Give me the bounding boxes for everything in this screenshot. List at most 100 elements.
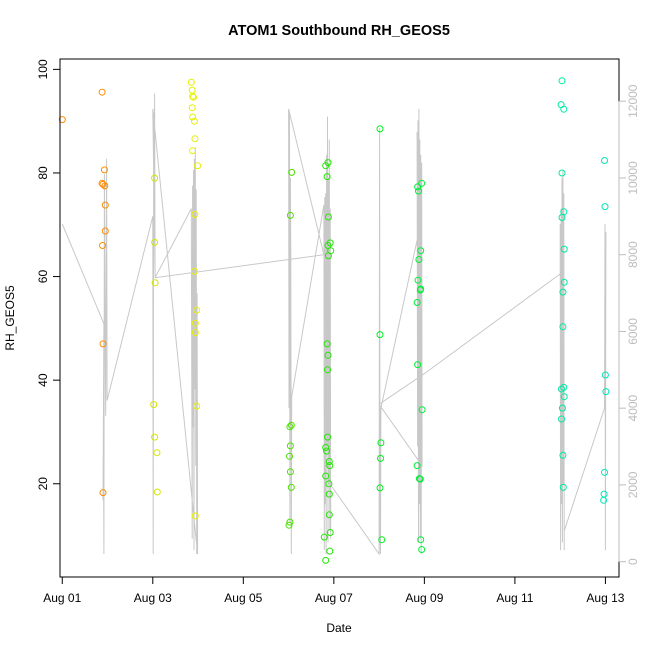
- rh-point: [99, 180, 107, 188]
- rh-point: [415, 187, 422, 195]
- rh-point: [418, 179, 426, 187]
- rh-point: [558, 404, 566, 412]
- rh-point: [325, 511, 333, 519]
- rh-point: [286, 442, 294, 450]
- rh-point: [324, 351, 332, 359]
- x-axis: Aug 01 Aug 03 Aug 05 Aug 07 Aug 09 Aug 11 Aug …: [43, 576, 625, 605]
- rh-point: [413, 299, 421, 306]
- rh-point: [287, 421, 295, 429]
- rh-point: [286, 468, 294, 476]
- rh-point: [413, 462, 421, 470]
- rh-point: [377, 454, 384, 462]
- rh-point: [326, 529, 334, 536]
- rh-point: [376, 484, 384, 492]
- rh-point: [191, 210, 199, 218]
- rh-point: [601, 203, 609, 211]
- rh-point: [322, 472, 330, 480]
- rh-point: [286, 423, 294, 431]
- y2-tick-label: 2000: [626, 471, 640, 498]
- x-tick-label: Aug 01: [43, 591, 81, 605]
- rh-point: [101, 182, 109, 190]
- rh-point: [326, 547, 334, 555]
- rh-point: [322, 444, 330, 451]
- rh-point: [416, 475, 424, 483]
- rh-point: [98, 88, 106, 96]
- rh-point: [190, 267, 198, 275]
- rh-point: [58, 116, 66, 124]
- rh-point: [414, 361, 422, 369]
- rh-point: [558, 214, 566, 221]
- rh-point: [416, 286, 424, 294]
- rh-point: [323, 447, 331, 455]
- x-tick-label: Aug 03: [134, 591, 172, 605]
- x-tick-label: Aug 09: [405, 591, 443, 605]
- altitude-series: [61, 93, 607, 556]
- rh-point: [191, 329, 199, 336]
- y2-tick-label: 6000: [626, 318, 640, 345]
- rh-point: [286, 452, 293, 460]
- rh-point: [285, 521, 293, 529]
- rh-point: [190, 117, 198, 125]
- rh-point: [191, 319, 199, 327]
- rh-point: [326, 239, 334, 247]
- rh-point: [415, 256, 423, 263]
- rh-point: [101, 201, 109, 209]
- x-axis-label: Date: [326, 621, 352, 635]
- rh-point: [323, 340, 331, 348]
- rh-point: [323, 173, 331, 181]
- rh-point: [101, 227, 109, 235]
- rh-point: [417, 536, 425, 544]
- rh-point: [414, 183, 422, 191]
- y-tick-label: 100: [36, 59, 50, 79]
- rh-point: [559, 451, 567, 459]
- rh-point: [151, 174, 159, 182]
- y2-tick-label: 8000: [626, 241, 640, 268]
- rh-point: [325, 458, 333, 465]
- rh-point: [601, 371, 609, 379]
- rh-point: [602, 388, 610, 396]
- rh-point: [326, 462, 334, 470]
- rh-point: [150, 401, 158, 408]
- rh-point: [100, 166, 108, 174]
- rh-point: [287, 483, 295, 491]
- y2-tick-label: 10000: [626, 161, 640, 195]
- x-tick-label: Aug 05: [224, 591, 262, 605]
- rh-point: [601, 157, 608, 164]
- rh-point: [377, 439, 385, 447]
- rh-point: [418, 406, 426, 414]
- rh-point: [414, 276, 422, 284]
- rh-point: [376, 331, 384, 339]
- rh-point: [324, 252, 332, 260]
- rh-point: [99, 489, 107, 497]
- rh-point: [560, 105, 568, 113]
- rh-point: [320, 533, 328, 541]
- rh-point: [288, 168, 296, 176]
- rh-point: [560, 245, 568, 253]
- rh-point: [322, 556, 330, 564]
- rh-point: [286, 518, 294, 526]
- rh-point: [188, 86, 196, 94]
- y2-tick-label: 0: [626, 558, 640, 565]
- rh-point: [324, 433, 331, 441]
- rh-point: [189, 113, 197, 121]
- rh-point: [600, 496, 608, 504]
- rh-point: [151, 433, 159, 441]
- y2-axis: 0 2000 4000 6000 8000 10000 12000: [618, 84, 640, 565]
- rh-point: [190, 93, 197, 101]
- altitude-line: [61, 93, 607, 556]
- y-tick-label: 80: [36, 166, 50, 180]
- rh-point: [191, 135, 199, 143]
- plot-frame: [59, 58, 620, 578]
- rh-points: [58, 77, 610, 564]
- rh-point: [191, 512, 199, 520]
- rh-point: [418, 546, 426, 553]
- rh-point: [151, 279, 159, 287]
- rh-point: [99, 340, 107, 348]
- y2-tick-label: 4000: [626, 395, 640, 422]
- rh-point: [560, 383, 568, 391]
- rh-point: [324, 366, 331, 374]
- rh-point: [193, 306, 201, 314]
- y-axis: 20 40 60 80 100: [36, 59, 60, 490]
- y-tick-label: 40: [36, 373, 50, 387]
- rh-point: [558, 169, 566, 177]
